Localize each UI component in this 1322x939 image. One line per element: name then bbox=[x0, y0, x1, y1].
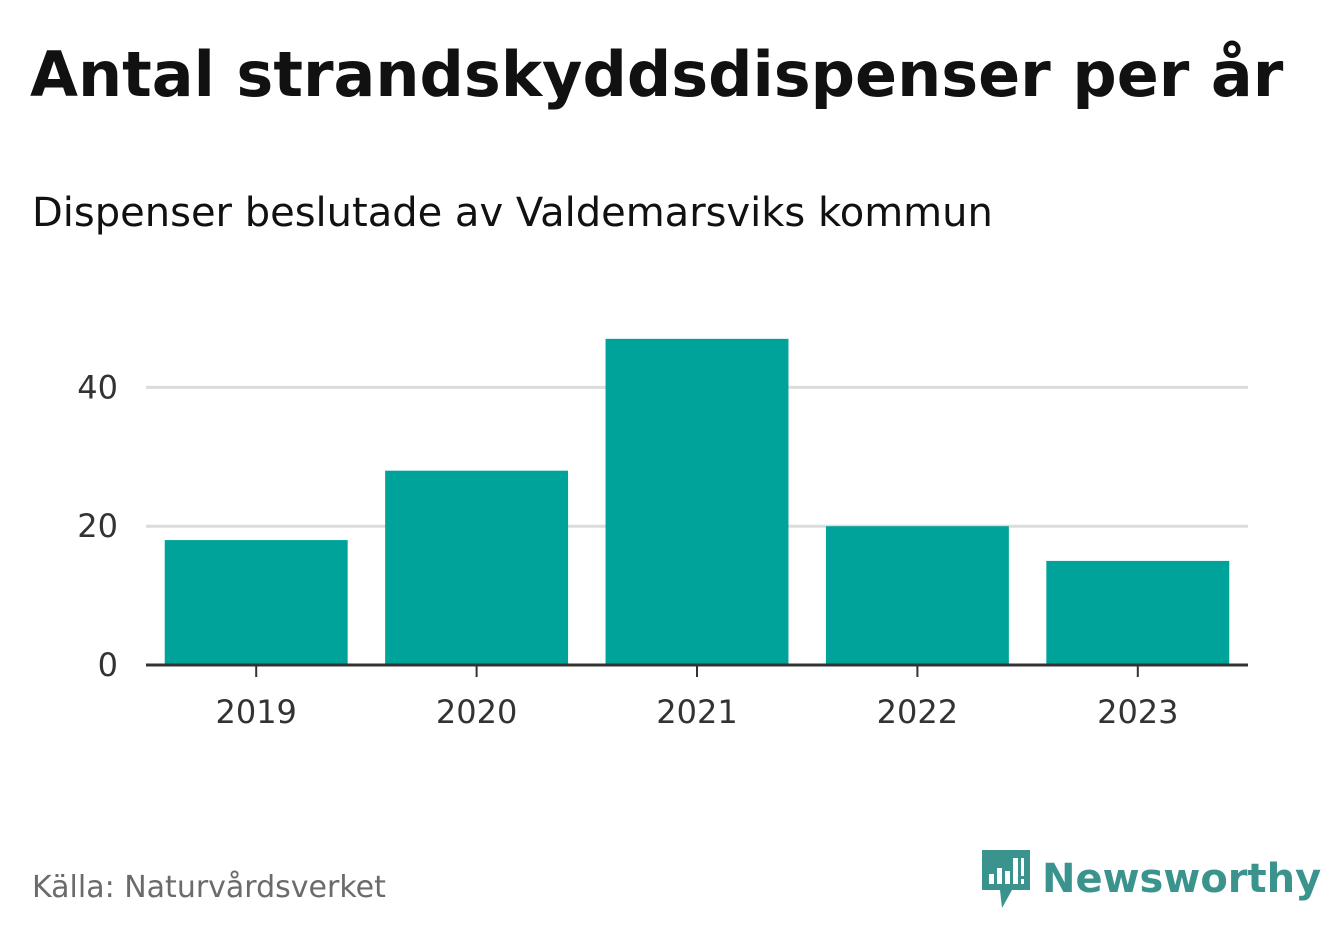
x-tick-label: 2020 bbox=[436, 693, 517, 731]
x-tick-label: 2022 bbox=[877, 693, 958, 731]
y-tick-label: 40 bbox=[77, 368, 118, 406]
bar-2023 bbox=[1046, 560, 1230, 665]
y-tick-label: 20 bbox=[77, 507, 118, 545]
bar-chart: 0 20 40 2019 2020 2021 2022 2023 bbox=[77, 338, 1248, 731]
brand-name: Newsworthy bbox=[1042, 856, 1322, 902]
x-tick-label: 2019 bbox=[215, 693, 296, 731]
bar-2022 bbox=[825, 526, 1009, 665]
x-tick-label: 2023 bbox=[1097, 693, 1178, 731]
x-axis bbox=[146, 663, 1248, 677]
source-note: Källa: Naturvårdsverket bbox=[32, 870, 386, 905]
bars bbox=[164, 338, 1230, 665]
y-tick-label: 0 bbox=[98, 646, 118, 684]
bar-2019 bbox=[164, 540, 348, 665]
bar-2020 bbox=[385, 470, 569, 665]
bar-2021 bbox=[605, 338, 789, 665]
x-tick-label: 2021 bbox=[656, 693, 737, 731]
chart-title: Antal strandskyddsdispenser per år bbox=[30, 38, 1284, 111]
newsworthy-bar-chart-icon bbox=[982, 850, 1030, 908]
brand-logo: Newsworthy bbox=[982, 850, 1321, 908]
tick-labels: 0 20 40 2019 2020 2021 2022 2023 bbox=[77, 368, 1178, 731]
chart-subtitle: Dispenser beslutade av Valdemarsviks kom… bbox=[32, 190, 993, 236]
